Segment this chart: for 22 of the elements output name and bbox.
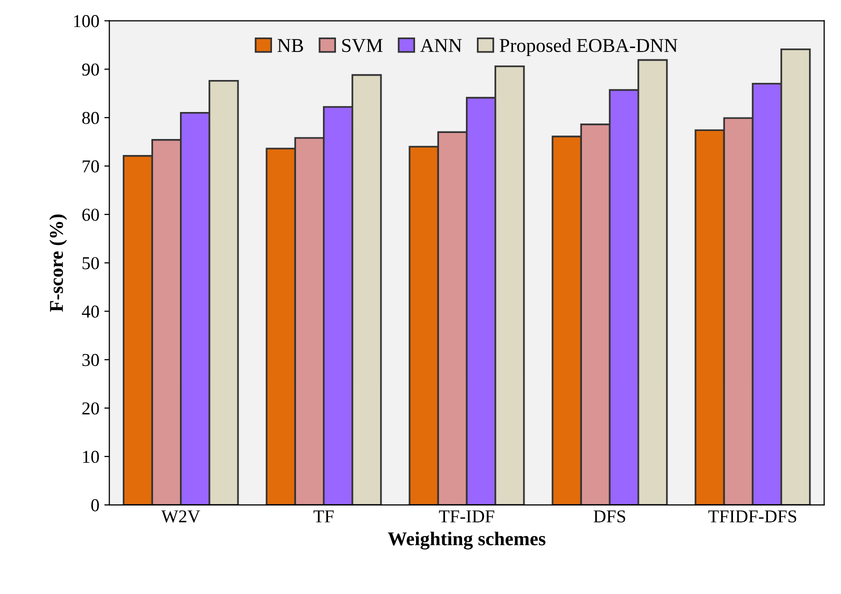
y-tick-label: 0: [91, 499, 99, 512]
legend-label: SVM: [342, 39, 383, 52]
y-tick-label: 30: [82, 354, 99, 366]
legend-label: NB: [278, 39, 304, 52]
x-tick-label: W2V: [161, 510, 200, 523]
y-tick-label: 10: [83, 450, 99, 463]
x-tick-label: TFIDF-DFS: [708, 510, 796, 522]
y-tick-label: 20: [82, 402, 99, 415]
y-tick-label: 40: [82, 306, 99, 318]
x-tick-label: DFS: [594, 510, 626, 522]
legend-label: ANN: [420, 39, 462, 52]
x-axis-title: Weighting schemes: [388, 532, 546, 550]
y-tick-label: 80: [82, 112, 99, 124]
y-axis-title: F-score (%): [49, 214, 67, 312]
y-tick-label: 60: [82, 208, 99, 221]
legend-label: Proposed EOBA-DNN: [500, 38, 678, 56]
y-tick-label: 50: [82, 257, 99, 270]
y-tick-label: 90: [82, 63, 99, 76]
x-tick-label: TF-IDF: [438, 510, 494, 522]
x-tick-label: TF: [314, 510, 334, 522]
y-tick-label: 70: [82, 160, 99, 172]
y-tick-label: 100: [74, 15, 99, 28]
